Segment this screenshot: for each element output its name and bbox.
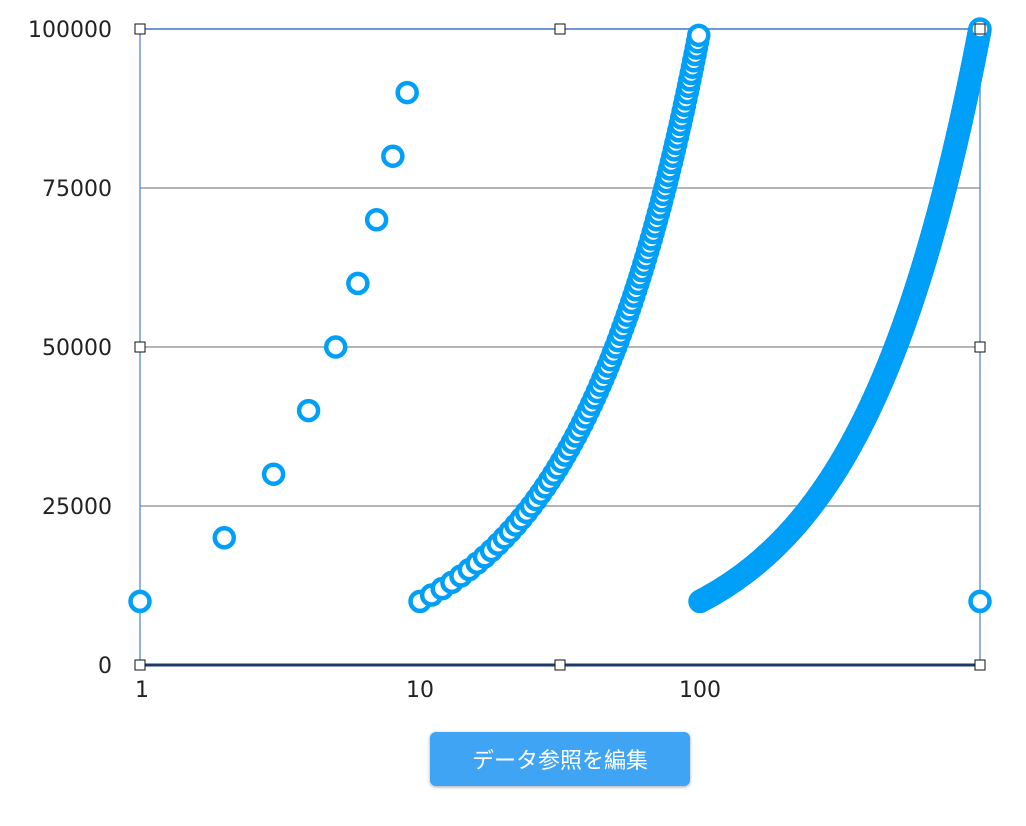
edit-data-reference-button[interactable]: データ参照を編集	[430, 732, 690, 786]
y-tick-label: 75000	[42, 177, 112, 202]
x-tick-label: 100	[679, 678, 721, 703]
data-point-series-1	[323, 335, 348, 359]
data-point-series-1	[346, 271, 370, 296]
y-tick-label: 0	[98, 654, 112, 679]
data-point-series-1	[395, 80, 419, 105]
y-tick-label: 25000	[42, 495, 112, 520]
resize-handle[interactable]	[554, 659, 566, 671]
x-tick-label: 10	[406, 678, 434, 703]
resize-handle[interactable]	[134, 341, 146, 353]
data-point-series-1	[212, 526, 237, 550]
data-point-series-1	[261, 462, 286, 486]
data-point-series-1	[296, 398, 321, 423]
resize-handle[interactable]	[134, 23, 146, 35]
data-point-series-2	[687, 23, 711, 48]
resize-handle[interactable]	[974, 341, 986, 353]
selection-handles[interactable]	[134, 23, 986, 671]
data-point-series-1	[381, 144, 405, 168]
scatter-chart: 0 25000 50000 75000 100000 1 10 100	[28, 17, 992, 703]
y-tick-label: 100000	[28, 18, 112, 43]
resize-handle[interactable]	[974, 23, 986, 35]
resize-handle[interactable]	[554, 23, 566, 35]
resize-handle[interactable]	[974, 659, 986, 671]
resize-handle[interactable]	[134, 659, 146, 671]
tick-labels: 0 25000 50000 75000 100000 1 10 100	[28, 18, 721, 703]
data-point-series-4	[968, 589, 992, 614]
x-tick-label: 1	[135, 678, 149, 703]
y-tick-label: 50000	[42, 336, 112, 361]
data-point-series-1	[128, 589, 152, 614]
data-point-series-1	[364, 208, 389, 232]
data-points	[128, 17, 992, 614]
